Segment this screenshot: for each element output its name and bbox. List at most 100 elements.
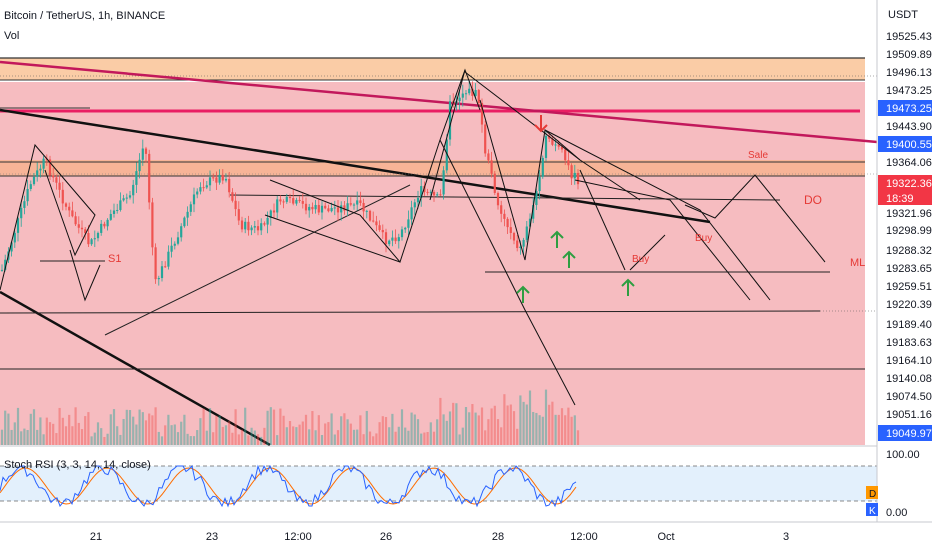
volume-bar (103, 436, 106, 445)
candle-body (308, 206, 311, 211)
volume-bar (362, 434, 365, 445)
candle-body (202, 187, 205, 189)
candle-body (420, 186, 423, 198)
volume-bar (288, 421, 292, 445)
volume-bar (420, 433, 423, 445)
candle-body (432, 191, 436, 196)
candle-body (167, 251, 170, 267)
candle-body (276, 199, 279, 213)
candle-body (122, 198, 125, 201)
volume-bar (519, 395, 522, 445)
badge-d-bg (866, 486, 878, 499)
price-axis-label: 19259.51 (886, 281, 932, 293)
candle-body (551, 138, 554, 145)
volume-bar (180, 421, 183, 445)
volume-bar (372, 436, 375, 445)
price-axis-label: 19496.13 (886, 67, 932, 79)
time-axis-label: 3 (783, 531, 789, 543)
support-line-1 (0, 310, 821, 314)
candle-body (554, 144, 557, 146)
candle-body (212, 177, 215, 179)
pattern-f (479, 99, 581, 261)
candle-body (480, 102, 484, 125)
price-axis-label: 19400.55 (886, 139, 932, 151)
volume-bar (90, 436, 93, 445)
volume-bar (58, 407, 61, 445)
volume-bar (471, 404, 474, 445)
volume-bar (432, 431, 436, 445)
volume-bar (183, 414, 186, 445)
volume-bar (500, 427, 503, 445)
volume-bar (208, 408, 212, 445)
candle-body (180, 226, 183, 238)
candle-body (228, 178, 231, 193)
candle-body (106, 219, 109, 227)
volume-bar (410, 412, 413, 445)
candle-body (160, 266, 164, 279)
volume-bar (199, 418, 202, 445)
volume-bar (132, 416, 135, 445)
volume-bar (45, 417, 48, 445)
volume-bar (308, 429, 311, 445)
time-axis-bg[interactable] (0, 522, 932, 550)
pattern-drawings (0, 68, 826, 406)
volume-bar (52, 423, 55, 445)
volume-bar (378, 422, 381, 445)
volume-bar (112, 409, 116, 445)
candle-body (93, 238, 96, 240)
candle-body (55, 177, 58, 183)
volume-bar (570, 416, 573, 445)
pattern-b (264, 214, 401, 263)
volume-bar (240, 429, 244, 445)
candle-body (311, 206, 314, 210)
candle-body (525, 226, 528, 240)
volume-bar (250, 427, 253, 445)
candle-body (394, 237, 397, 242)
volume-bar (221, 426, 224, 445)
volume-bar (122, 418, 125, 445)
volume-bar (477, 415, 480, 445)
volume-bar (416, 419, 420, 445)
stoch-rsi-label: Stoch RSI (3, 3, 14, 14, close) (4, 459, 151, 471)
candle-body (231, 192, 234, 201)
candles (0, 81, 580, 286)
volume-bar (16, 407, 20, 445)
volume-bar (266, 410, 269, 445)
candle-body (164, 266, 167, 268)
time-axis-label: 12:00 (284, 531, 312, 543)
candle-body (381, 229, 384, 233)
candle-body (333, 207, 336, 209)
volume-bar (39, 417, 42, 445)
volume-bar (68, 414, 71, 445)
candle-body (378, 225, 381, 230)
candle-body (442, 170, 445, 195)
price-tag-bg (878, 136, 932, 152)
volume-bar (84, 416, 87, 445)
candle-body (544, 135, 548, 158)
candle-body (10, 242, 13, 252)
volume-bar (0, 429, 4, 445)
volume-bar (4, 410, 7, 445)
volume-bar (407, 430, 410, 445)
red-descending-trendline (0, 60, 878, 144)
volume-bar (391, 413, 394, 445)
candle-body (301, 201, 304, 204)
candle-body (109, 213, 112, 220)
candle-body (144, 148, 148, 154)
volume-bar (167, 414, 170, 445)
candle-body (304, 203, 308, 211)
volume-bar (109, 414, 112, 445)
candle-body (68, 206, 71, 211)
volume-bar (61, 417, 64, 445)
candle-body (112, 210, 116, 214)
volume-bar (100, 428, 103, 445)
candle-body (560, 146, 564, 150)
volume-bar (436, 419, 439, 445)
volume-bar (231, 432, 234, 445)
volume-bar (272, 409, 276, 445)
volume-bar (426, 432, 429, 445)
candle-body (375, 221, 378, 226)
time-axis-label: 26 (380, 531, 392, 543)
symbol-title: Bitcoin / TetherUS, 1h, BINANCE (4, 10, 166, 22)
